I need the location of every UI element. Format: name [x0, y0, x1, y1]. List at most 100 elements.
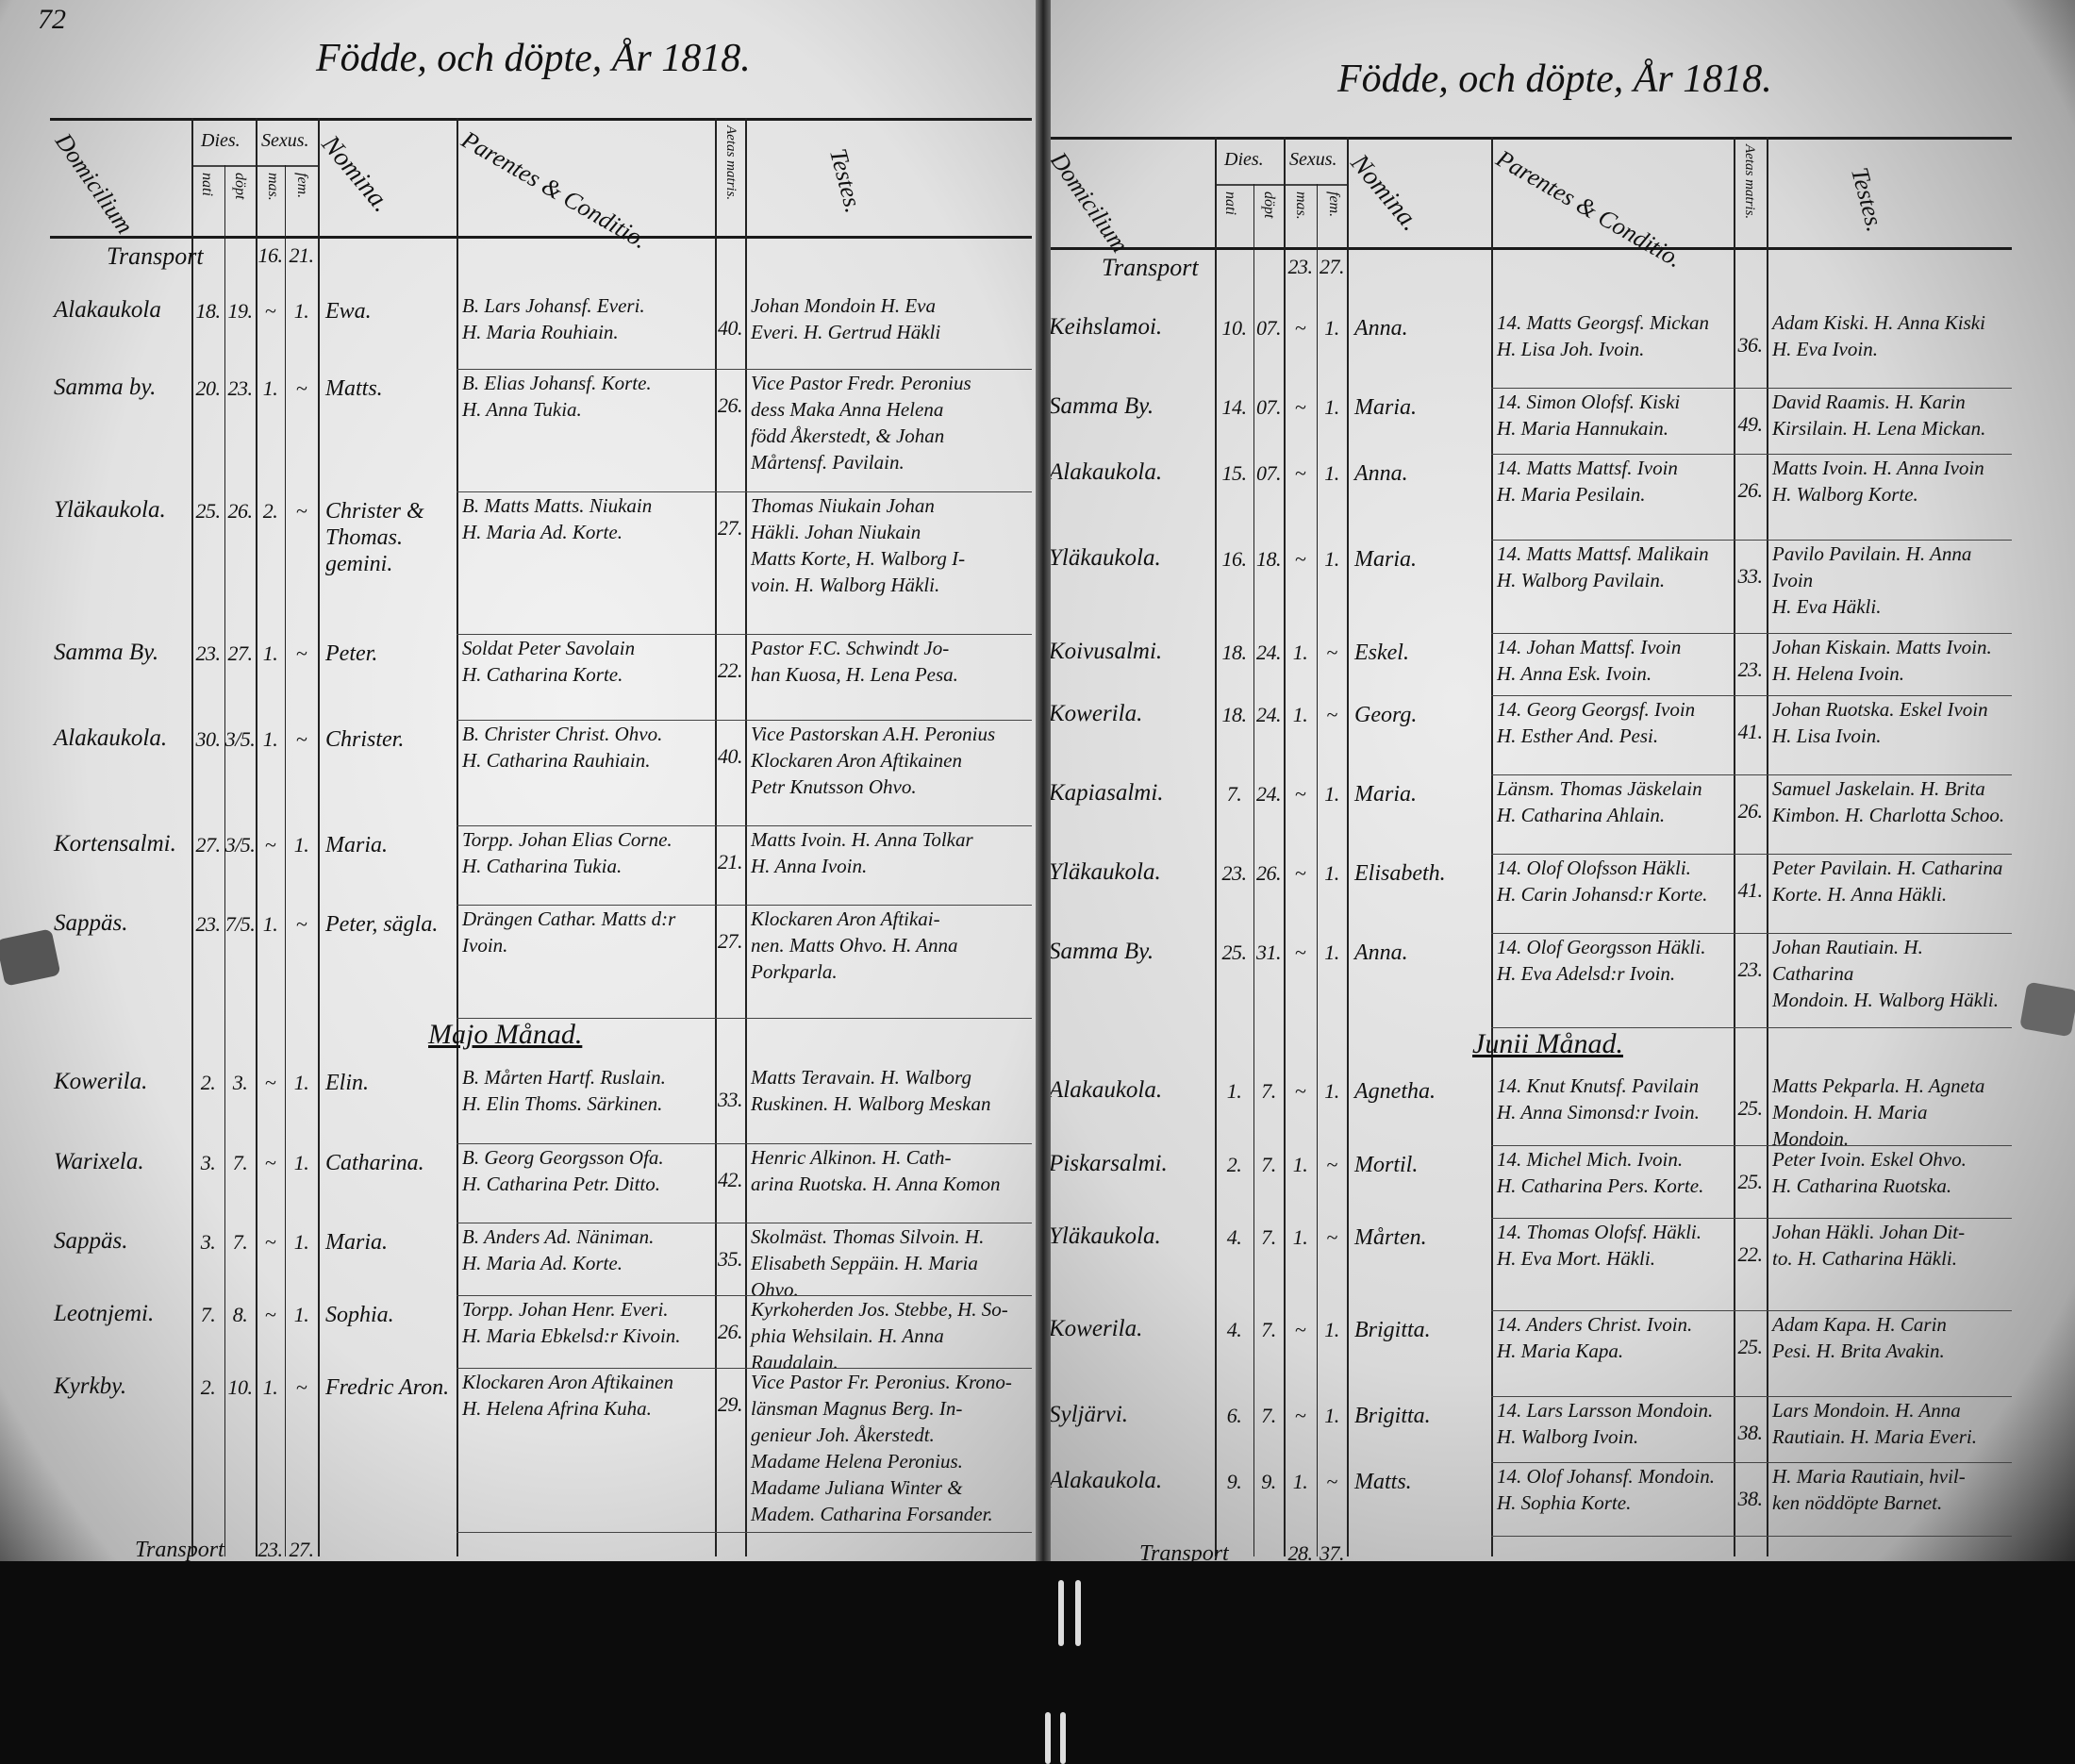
- column-rule: [1491, 137, 1493, 1556]
- godparents-line: Mårtensf. Pavilain.: [751, 451, 905, 474]
- godparents-line: Pesi. H. Brita Avakin.: [1772, 1340, 1945, 1362]
- column-rule: [256, 118, 257, 1556]
- godparents-line: voin. H. Walborg Häkli.: [751, 574, 940, 596]
- row-rule: [456, 1368, 1032, 1369]
- transport-label: Transport: [107, 242, 204, 270]
- day-nati: 4.: [1226, 1225, 1242, 1249]
- register-entry: Alakaukola. 1. 7. ~1. Agnetha. 14. Knut Knuts…: [1045, 1073, 2075, 1150]
- day-fem: 1.: [1324, 1404, 1339, 1427]
- parents-line: H. Eva Adelsd:r Ivoin.: [1497, 962, 1676, 985]
- mother-age: 42.: [718, 1168, 743, 1191]
- godparents-line: Kyrkoherden Jos. Stebbe, H. So-: [751, 1298, 1008, 1321]
- parents-line: Drängen Cathar. Matts d:r Ivoin.: [462, 907, 676, 957]
- day-mas: ~: [1294, 395, 1306, 419]
- day-mas: 1.: [262, 912, 278, 936]
- godparents-line: länsman Magnus Berg. In-: [751, 1397, 963, 1420]
- day-mas: 1.: [1292, 1470, 1308, 1493]
- godparents-line: Ruskinen. H. Walborg Meskan: [751, 1092, 991, 1115]
- day-dopt: 10.: [227, 1375, 254, 1399]
- godparents-line: ken nöddöpte Barnet.: [1772, 1491, 1943, 1514]
- parents-line: Torpp. Johan Henr. Everi.: [462, 1298, 669, 1321]
- day-nati: 2.: [200, 1071, 216, 1094]
- month-row: Junii Månad.: [1045, 1028, 2075, 1073]
- column-rule: [1767, 137, 1768, 1556]
- row-rule: [456, 1143, 1032, 1144]
- day-mas: ~: [264, 1151, 276, 1174]
- column-rule: [1317, 184, 1318, 1556]
- domicilium: Kortensalmi.: [54, 831, 176, 857]
- domicilium: Yläkaukola.: [54, 497, 166, 523]
- parents-cell: B. Anders Ad. Näniman. H. Maria Ad. Korte…: [456, 1223, 715, 1276]
- parents-line: 14. Matts Mattsf. Malikain: [1497, 542, 1709, 565]
- parents-cell: Soldat Peter Savolain H. Catharina Korte.: [456, 635, 715, 688]
- day-mas: ~: [264, 299, 276, 323]
- day-mas: ~: [264, 1303, 276, 1326]
- day-mas: ~: [1294, 861, 1306, 885]
- child-name: Maria.: [325, 833, 388, 857]
- column-rule: [285, 165, 286, 1556]
- godparents-line: Johan Ruotska. Eskel Ivoin: [1772, 698, 1988, 721]
- parents-line: 14. Olof Georgsson Häkli.: [1497, 936, 1706, 958]
- domicilium: Alakaukola: [54, 297, 161, 323]
- mother-age: 41.: [1737, 720, 1764, 743]
- godparents-cell: Pavilo Pavilain. H. Anna Ivoin H. Eva Häk…: [1767, 541, 2012, 620]
- header-bottom-rule: [1045, 247, 2012, 250]
- godparents-line: Vice Pastor Fredr. Peronius: [751, 372, 971, 394]
- register-entry: Samma By. 14. 07. ~1. Maria. 14. Simon Olofsf…: [1045, 389, 2075, 455]
- day-mas: ~: [1294, 316, 1306, 340]
- book-spine: [1036, 0, 1051, 1566]
- column-rule: [318, 118, 320, 1556]
- godparents-line: Matts Teravain. H. Walborg: [751, 1066, 971, 1089]
- day-nati: 2.: [1226, 1153, 1242, 1176]
- register-entry: Alakaukola 18. 19. ~1. Ewa. B. Lars Johansf. …: [0, 292, 1045, 370]
- godparents-line: Matts Korte, H. Walborg I-: [751, 547, 966, 570]
- day-nati: 23.: [1221, 861, 1248, 885]
- godparents-line: Petr Knutsson Ohvo.: [751, 775, 917, 798]
- child-name: Fredric Aron.: [325, 1375, 450, 1400]
- godparents-line: phia Wehsilain. H. Anna Raudalain.: [751, 1324, 944, 1373]
- godparents-cell: Thomas Niukain Johan Häkli. Johan Niukain…: [745, 492, 1032, 598]
- child-name: Maria.: [1354, 782, 1417, 807]
- column-header-parentes: Parentes & Conditio.: [456, 125, 653, 255]
- godparents-line: Pavilo Pavilain. H. Anna Ivoin: [1772, 542, 1972, 591]
- domicilium: Alakaukola.: [54, 725, 168, 751]
- godparents-cell: David Raamis. H. Karin Kirsilain. H. Lena…: [1767, 389, 2012, 441]
- row-rule: [456, 1295, 1032, 1296]
- godparents-line: Mondoin. H. Maria Mondoin.: [1772, 1101, 1928, 1150]
- day-fem: 1.: [293, 299, 309, 323]
- transport-out-fem: 27.: [289, 1538, 315, 1561]
- domicilium: Koivusalmi.: [1049, 639, 1163, 664]
- godparents-line: H. Eva Ivoin.: [1772, 338, 1878, 360]
- parents-line: H. Helena Afrina Kuha.: [462, 1397, 652, 1420]
- day-fem: 1.: [1324, 1079, 1339, 1103]
- godparents-cell: Samuel Jaskelain. H. Brita Kimbon. H. Cha…: [1767, 775, 2012, 828]
- parents-line: B. Mårten Hartf. Ruslain.: [462, 1066, 666, 1089]
- parents-line: H. Catharina Tukia.: [462, 855, 622, 877]
- mother-age: 40.: [718, 316, 743, 340]
- column-header-nomina: Nomina.: [1344, 148, 1426, 237]
- register-entry: Keihslamoi. 10. 07. ~1. Anna. 14. Matts Georg…: [1045, 309, 2075, 389]
- day-dopt: 3.: [232, 1071, 248, 1094]
- parents-cell: 14. Thomas Olofsf. Häkli. H. Eva Mort. Hä…: [1491, 1219, 1734, 1272]
- domicilium: Yläkaukola.: [1049, 545, 1161, 571]
- day-dopt: 7.: [1261, 1318, 1276, 1341]
- parents-line: Soldat Peter Savolain: [462, 637, 636, 659]
- parents-cell: B. Mårten Hartf. Ruslain. H. Elin Thoms. …: [456, 1064, 715, 1117]
- domicilium: Samma By.: [1049, 939, 1154, 964]
- parents-line: H. Elin Thoms. Särkinen.: [462, 1092, 663, 1115]
- domicilium: Warixela.: [54, 1149, 144, 1174]
- domicilium: Samma by.: [54, 374, 157, 400]
- column-rule: [1253, 184, 1254, 1556]
- day-nati: 25.: [1221, 940, 1248, 964]
- day-mas: ~: [1294, 547, 1306, 571]
- day-nati: 7.: [200, 1303, 216, 1326]
- column-rule: [1734, 137, 1735, 1556]
- parents-cell: 14. Olof Johansf. Mondoin. H. Sophia Kort…: [1491, 1463, 1734, 1516]
- parents-line: 14. Matts Mattsf. Ivoin: [1497, 457, 1678, 479]
- column-header-nomina: Nomina.: [315, 129, 397, 218]
- day-fem: 1.: [1324, 547, 1339, 571]
- day-fem: ~: [1326, 1470, 1337, 1493]
- day-fem: ~: [295, 499, 307, 523]
- transport-in-row: Transport 23. 27.: [1045, 252, 2075, 309]
- register-entry: Kortensalmi. 27. 3/5. ~1. Maria. Torpp. Johan…: [0, 826, 1045, 906]
